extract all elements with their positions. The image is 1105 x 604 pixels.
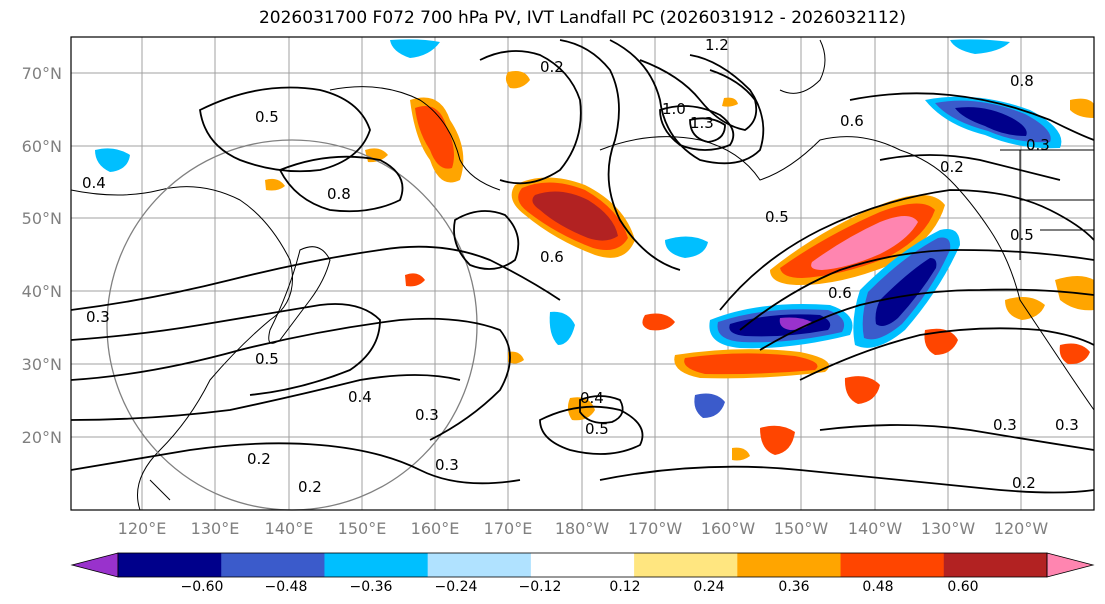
contour-label: 0.4 (348, 388, 372, 406)
contour-label: 0.8 (1010, 72, 1034, 90)
colorbar-tick-label: 0.36 (778, 579, 809, 595)
colorbar (70, 552, 1095, 578)
lon-label: 140°W (848, 519, 903, 538)
colorbar-tick-label: 0.12 (609, 579, 640, 595)
colorbar-segment (118, 553, 222, 577)
contour-label: 0.3 (86, 308, 110, 326)
contour-label: 0.2 (940, 158, 964, 176)
contour-label: 0.8 (327, 185, 351, 203)
contour-labels: 0.5 0.4 0.3 0.8 0.6 0.5 0.2 1.2 1.0 1.3 … (82, 36, 1079, 496)
lon-label: 130°E (191, 519, 240, 538)
colorbar-tick-label: 0.48 (862, 579, 893, 595)
colorbar-tick-label: −0.60 (181, 579, 224, 595)
colorbar-segment (221, 553, 325, 577)
contour-label: 0.6 (840, 112, 864, 130)
contour-label: 0.6 (540, 248, 564, 266)
contour-label: 0.5 (585, 420, 609, 438)
contour-label: 0.3 (435, 456, 459, 474)
contour-label: 0.4 (580, 389, 604, 407)
contour-label: 0.5 (255, 108, 279, 126)
map-title: 2026031700 F072 700 hPa PV, IVT Landfall… (258, 8, 906, 28)
contour-label: 0.5 (765, 208, 789, 226)
colorbar-segment (840, 553, 945, 577)
colorbar-ticks: −0.60 −0.48 −0.36 −0.24 −0.12 0.12 0.24 … (181, 579, 979, 595)
contour-label: 0.5 (1010, 226, 1034, 244)
contour-label: 0.5 (255, 350, 279, 368)
contour-label: 0.4 (82, 174, 106, 192)
lon-label: 170°W (628, 519, 683, 538)
lat-label: 60°N (22, 137, 62, 156)
lat-label: 40°N (22, 282, 62, 301)
colorbar-segment (634, 553, 738, 577)
lon-label: 140°E (265, 519, 314, 538)
pv-contours (70, 39, 1095, 494)
contour-label: 0.2 (540, 58, 564, 76)
contour-label: 0.2 (247, 450, 271, 468)
colorbar-tick-label: 0.60 (947, 579, 978, 595)
colorbar-extend-low (70, 552, 119, 578)
contour-label: 0.3 (993, 416, 1017, 434)
colorbar-tick-label: −0.36 (350, 579, 393, 595)
contour-label: 0.3 (1026, 136, 1050, 154)
lon-label: 120°E (118, 519, 167, 538)
contour-label: 0.2 (298, 478, 322, 496)
lon-label: 160°W (701, 519, 756, 538)
lon-label: 130°W (921, 519, 976, 538)
colorbar-tick-label: 0.24 (693, 579, 724, 595)
lon-label: 150°E (338, 519, 387, 538)
contour-label: 1.3 (690, 114, 714, 132)
lon-axis-labels: 120°E 130°E 140°E 150°E 160°E 170°E 180°… (118, 519, 1049, 538)
ivt-shading (95, 39, 1094, 461)
contour-label: 1.0 (662, 100, 686, 118)
lon-label: 180°W (555, 519, 610, 538)
contour-label: 1.2 (705, 36, 729, 54)
colorbar-segment (324, 553, 429, 577)
colorbar-tick-label: −0.24 (435, 579, 478, 595)
lat-label: 20°N (22, 428, 62, 447)
lon-label: 170°E (484, 519, 533, 538)
colorbar-segment (943, 553, 1048, 577)
lat-axis-labels: 70°N 60°N 50°N 40°N 30°N 20°N (22, 64, 62, 447)
colorbar-tick-label: −0.48 (265, 579, 308, 595)
colorbar-border (117, 552, 1048, 578)
colorbar-segment (737, 553, 842, 577)
lat-label: 50°N (22, 209, 62, 228)
map-panel (70, 36, 1095, 511)
lon-label: 160°E (411, 519, 460, 538)
lon-label: 150°W (774, 519, 829, 538)
colorbar-extend-high (1046, 552, 1095, 578)
lon-label: 120°W (994, 519, 1049, 538)
contour-label: 0.3 (1055, 416, 1079, 434)
contour-label: 0.3 (415, 406, 439, 424)
contour-label: 0.2 (1012, 474, 1036, 492)
colorbar-segment (530, 553, 635, 577)
map-frame (70, 36, 1095, 511)
contour-label: 0.6 (828, 284, 852, 302)
lat-label: 70°N (22, 64, 62, 83)
colorbar-tick-label: −0.12 (519, 579, 562, 595)
lat-label: 30°N (22, 355, 62, 374)
colorbar-segment (427, 553, 532, 577)
